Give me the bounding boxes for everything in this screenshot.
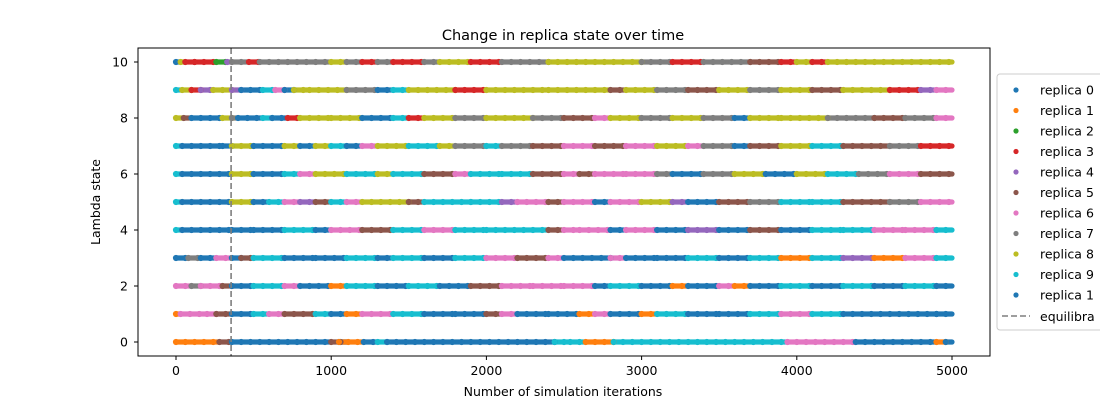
legend-item: replica 6	[1013, 206, 1094, 221]
legend-item: replica 1	[1013, 103, 1094, 118]
y-axis-label: Lambda state	[88, 159, 103, 245]
y-tick-label: 0	[120, 335, 128, 350]
legend: replica 0 replica 1 replica 2 replica 3 repl…	[996, 73, 1100, 331]
lambda-row-6	[172, 170, 955, 178]
x-tick-label: 2000	[470, 363, 502, 378]
scatter-points	[172, 58, 955, 346]
chart-title: Change in replica state over time	[442, 28, 684, 44]
plot-frame	[137, 47, 991, 357]
y-tick-label: 8	[120, 111, 128, 126]
legend-label: replica 3	[1040, 144, 1094, 159]
lambda-row-5	[172, 198, 955, 206]
legend-marker-icon	[1013, 87, 1019, 93]
legend-marker-icon	[1013, 169, 1019, 175]
legend-label: replica 7	[1040, 226, 1094, 241]
legend-item: replica 4	[1013, 165, 1094, 180]
legend-item: replica 2	[1013, 124, 1094, 139]
y-tick-label: 2	[120, 279, 128, 294]
x-tick-label: 5000	[936, 363, 968, 378]
y-tick-label: 4	[120, 223, 128, 238]
legend-label: replica 2	[1040, 124, 1094, 139]
lambda-row-3	[172, 254, 955, 262]
x-tick-label: 1000	[315, 363, 347, 378]
x-tick-label: 4000	[781, 363, 813, 378]
x-axis-label: Number of simulation iterations	[464, 384, 663, 399]
legend-item: replica 5	[1013, 185, 1094, 200]
legend-item: replica 3	[1013, 144, 1094, 159]
lambda-row-9	[172, 86, 955, 94]
legend-label: replica 9	[1040, 267, 1094, 282]
legend-marker-icon	[1013, 271, 1019, 278]
lambda-row-1	[172, 310, 955, 318]
legend-marker-icon	[1013, 148, 1019, 155]
legend-label: replica 5	[1040, 185, 1094, 200]
legend-marker-icon	[1013, 107, 1019, 114]
lambda-row-8	[172, 114, 955, 122]
y-tick-label: 10	[112, 55, 128, 70]
y-tick-label: 6	[120, 167, 128, 182]
lambda-row-7	[172, 142, 955, 150]
legend-label: replica 4	[1040, 165, 1094, 180]
legend-marker-icon	[1013, 128, 1019, 134]
legend-item: replica 8	[1013, 247, 1094, 262]
legend-label: replica 8	[1040, 247, 1094, 262]
legend-marker-icon	[1013, 230, 1019, 237]
legend-label: replica 1	[1040, 288, 1094, 303]
legend-marker-icon	[1013, 292, 1019, 298]
legend-item: replica 7	[1013, 226, 1094, 241]
y-axis-ticks: 0 2 4 6 8 10	[112, 55, 138, 350]
x-tick-label: 0	[172, 363, 180, 378]
legend-marker-icon	[1013, 251, 1019, 257]
legend-label-equilibration: equilibra	[1040, 309, 1095, 324]
legend-label: replica 0	[1040, 83, 1094, 98]
x-tick-label: 3000	[626, 363, 658, 378]
legend-marker-icon	[1013, 210, 1019, 216]
legend-frame	[996, 73, 1100, 331]
legend-item: replica 9	[1013, 267, 1094, 282]
lambda-row-10	[172, 58, 955, 66]
legend-label: replica 1	[1040, 103, 1094, 118]
lambda-row-4	[172, 226, 955, 234]
legend-item: replica 0	[1013, 83, 1094, 98]
x-axis-ticks: 0 1000 2000 3000 4000 5000	[172, 356, 968, 378]
lambda-row-2	[172, 282, 955, 290]
legend-item: replica 1	[1013, 288, 1094, 303]
lambda-row-0	[172, 338, 955, 346]
legend-label: replica 6	[1040, 206, 1094, 221]
legend-marker-icon	[1013, 189, 1019, 196]
